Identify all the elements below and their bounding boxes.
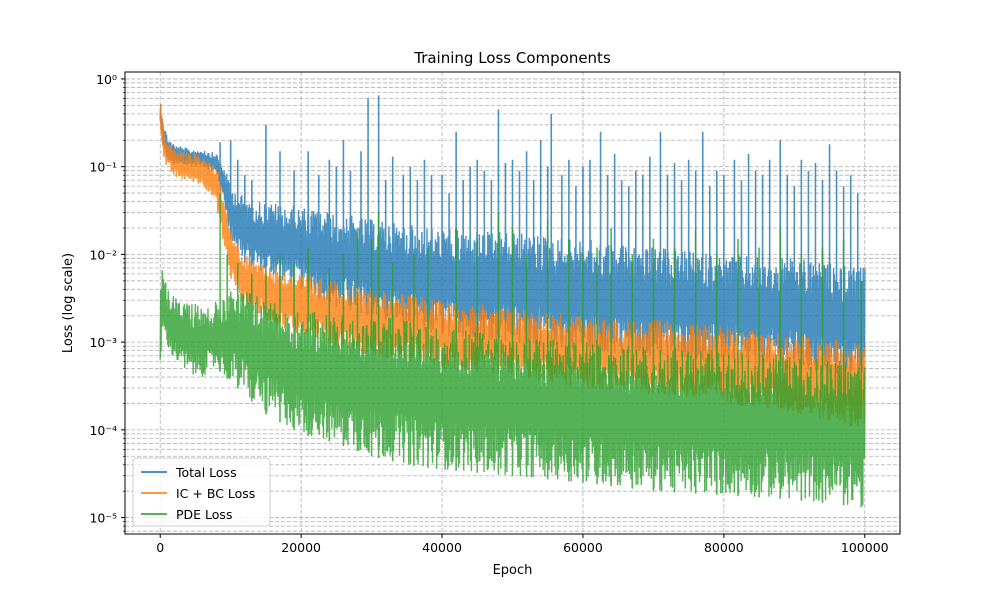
y-tick-label: 10⁻⁴: [89, 423, 117, 438]
x-tick-label: 0: [156, 540, 164, 555]
x-tick-label: 80000: [704, 540, 744, 555]
chart-title: Training Loss Components: [413, 49, 611, 67]
y-tick-label: 10⁻³: [89, 335, 117, 350]
y-tick-label: 10⁻²: [89, 247, 117, 262]
plot-frame: [124, 71, 901, 535]
series-pde-loss: [159, 193, 866, 508]
x-tick-label: 60000: [563, 540, 603, 555]
y-tick-label: 10⁻¹: [89, 160, 117, 175]
legend: Total Loss IC + BC Loss PDE Loss: [132, 457, 271, 527]
legend-label: IC + BC Loss: [176, 486, 255, 501]
x-tick-label: 100000: [841, 540, 889, 555]
legend-label: PDE Loss: [176, 507, 232, 522]
y-tick-label: 10⁰: [96, 72, 117, 87]
y-axis-label: Loss (log scale): [61, 253, 76, 353]
series-layer: [159, 95, 866, 508]
ticks-layer: 0 20000 40000 60000 80000 100000 10⁻⁵ 10⁻⁴ 10⁻³ 1…: [89, 72, 888, 555]
legend-label: Total Loss: [175, 465, 237, 480]
y-tick-label: 10⁻⁵: [89, 511, 117, 526]
x-axis-label: Epoch: [493, 563, 533, 578]
x-tick-label: 20000: [281, 540, 321, 555]
legend-box: [132, 457, 271, 527]
x-tick-label: 40000: [422, 540, 462, 555]
